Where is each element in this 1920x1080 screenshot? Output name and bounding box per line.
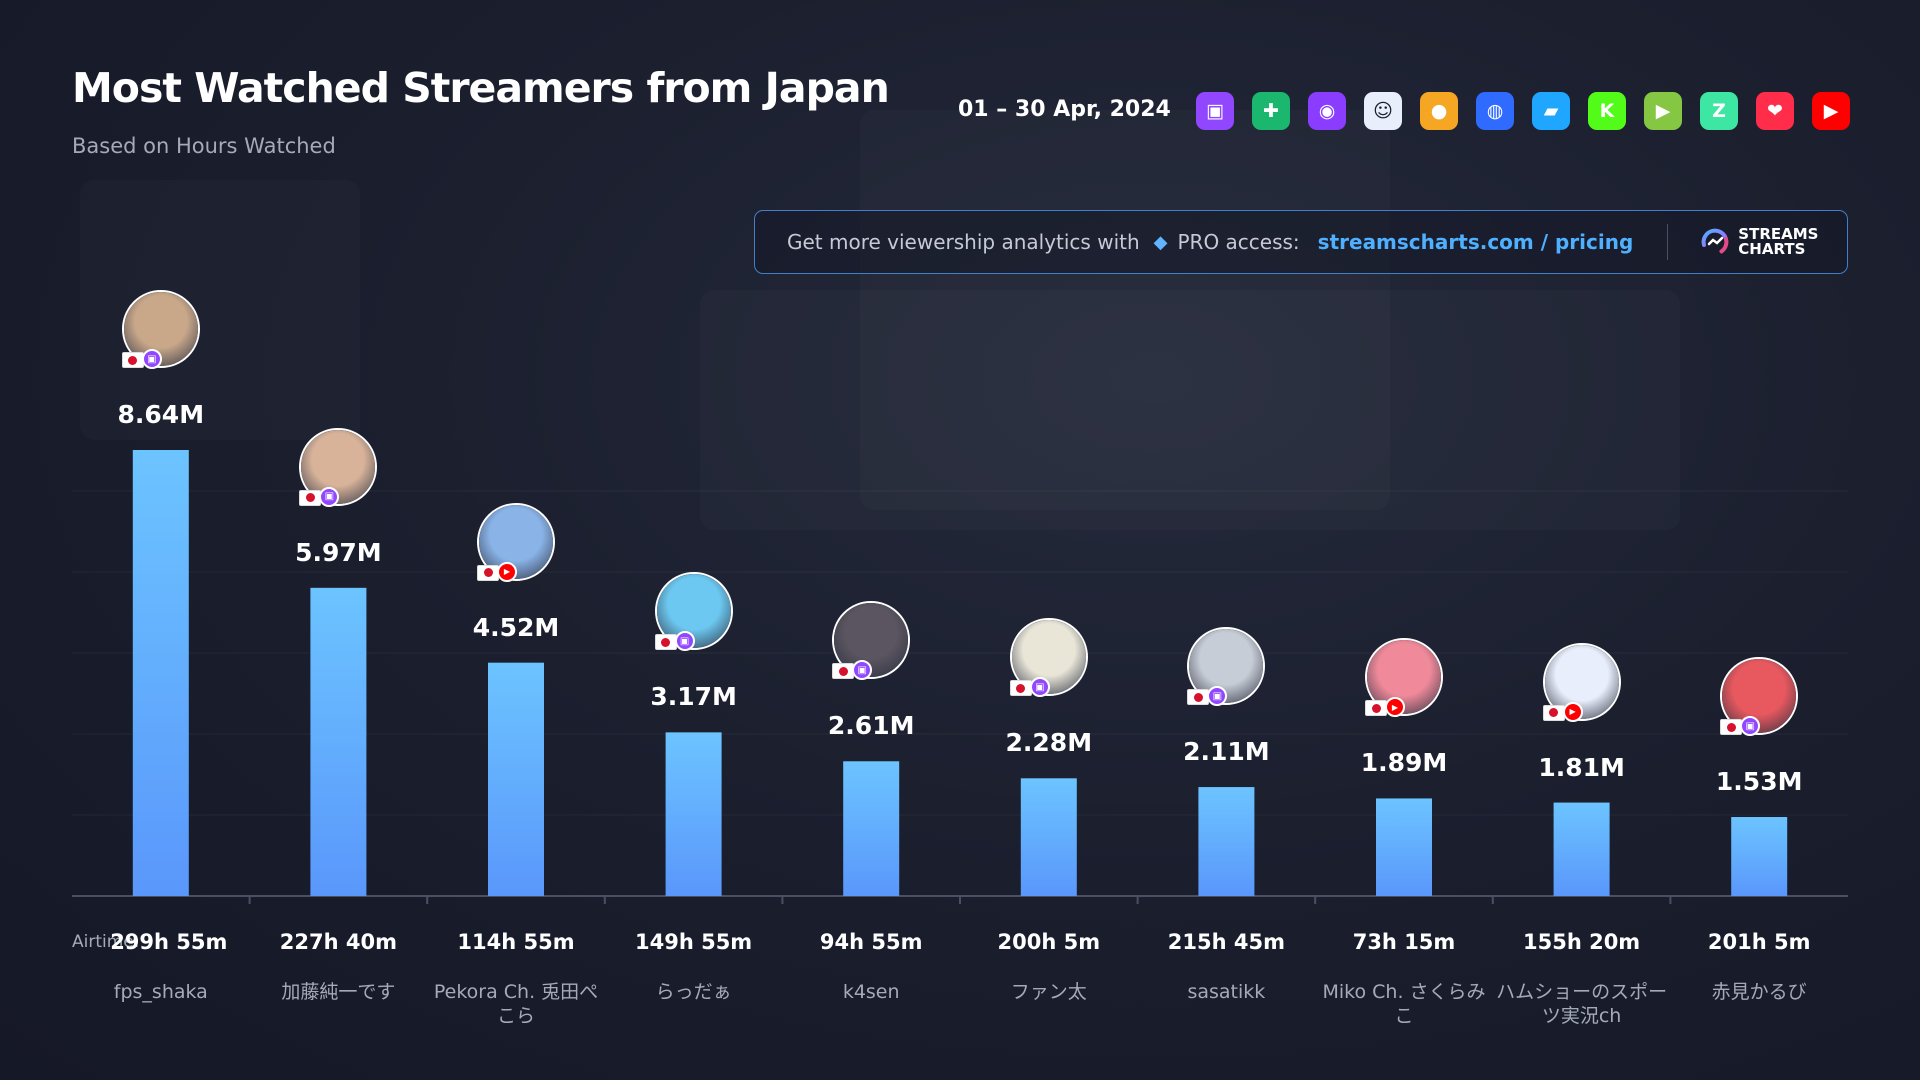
airtime-value: 114h 55m bbox=[457, 930, 575, 954]
streams-charts-logo[interactable]: STREAMS CHARTS bbox=[1700, 227, 1818, 257]
value-label: 2.28M bbox=[1005, 728, 1093, 758]
bar-2[interactable] bbox=[488, 662, 544, 896]
streamer-name[interactable]: Miko Ch. さくらみこ bbox=[1322, 981, 1486, 1027]
airtime-value: 73h 15m bbox=[1352, 930, 1456, 954]
pro-banner-text: Get more viewership analytics with bbox=[787, 230, 1140, 254]
chart-title: Most Watched Streamers from Japan bbox=[72, 64, 890, 112]
youtube-icon[interactable]: ▶ bbox=[1812, 92, 1850, 130]
platform-icons: ▣ ✚ ◉ ☺ ● ◍ ▰ K ▶ Z ❤ ▶ bbox=[1196, 92, 1850, 130]
japan-flag-icon bbox=[1009, 680, 1032, 697]
streamer-avatar[interactable]: ▣ bbox=[832, 601, 911, 681]
pro-access-label: PRO access: bbox=[1177, 230, 1300, 254]
bar-0[interactable] bbox=[132, 450, 189, 896]
streamer-name[interactable]: らっだぁ bbox=[655, 981, 732, 1003]
value-label: 1.53M bbox=[1715, 767, 1803, 797]
streamer-avatar[interactable]: ▶ bbox=[477, 502, 555, 582]
trovo-icon[interactable]: ✚ bbox=[1252, 92, 1290, 130]
value-label: 1.81M bbox=[1538, 752, 1625, 782]
value-label: 2.61M bbox=[827, 711, 915, 741]
streamer-name[interactable]: k4sen bbox=[842, 981, 900, 1003]
airtime-value: 149h 55m bbox=[634, 930, 753, 954]
value-label: 8.64M bbox=[117, 400, 205, 429]
streamer-name[interactable]: sasatikk bbox=[1187, 981, 1266, 1003]
japan-flag-icon bbox=[299, 489, 322, 506]
airtime-value: 215h 45m bbox=[1167, 930, 1285, 954]
bar-9[interactable] bbox=[1731, 817, 1788, 896]
airtime-value: 155h 20m bbox=[1522, 930, 1641, 954]
streamer-avatar[interactable]: ▣ bbox=[1009, 618, 1088, 698]
value-label: 4.52M bbox=[472, 612, 560, 642]
bar-7[interactable] bbox=[1376, 798, 1432, 896]
airtime-value: 200h 5m bbox=[997, 930, 1101, 954]
value-label: 5.97M bbox=[295, 537, 382, 567]
streamer-name[interactable]: Pekora Ch. 兎田ぺこら bbox=[433, 981, 599, 1027]
bar-4[interactable] bbox=[843, 761, 900, 896]
streamer-avatar[interactable]: ▶ bbox=[1542, 642, 1621, 722]
streamer-avatar[interactable]: ▶ bbox=[1365, 638, 1443, 718]
twitch-badge-icon: ▣ bbox=[1740, 716, 1761, 737]
streamer-name[interactable]: ハムショーのスポーツ実況ch bbox=[1496, 981, 1668, 1027]
twitch-badge-icon: ▣ bbox=[1207, 686, 1228, 707]
japan-flag-icon bbox=[121, 352, 144, 368]
diamond-icon: ◆ bbox=[1153, 231, 1168, 253]
streamer-name[interactable]: fps_shaka bbox=[113, 981, 208, 1003]
zcool-icon[interactable]: Z bbox=[1700, 92, 1738, 130]
value-label: 2.11M bbox=[1183, 737, 1270, 767]
pro-banner[interactable]: Get more viewership analytics with ◆ PRO… bbox=[754, 210, 1848, 274]
bar-5[interactable] bbox=[1020, 778, 1077, 896]
airtime-value: 201h 5m bbox=[1707, 930, 1811, 954]
twitch-badge-icon: ▣ bbox=[141, 349, 162, 369]
bar-8[interactable] bbox=[1553, 802, 1610, 896]
streamer-avatar[interactable]: ▣ bbox=[654, 572, 733, 652]
airtime-value: 227h 40m bbox=[279, 930, 397, 954]
banner-divider bbox=[1667, 224, 1669, 260]
japan-flag-icon bbox=[1542, 704, 1565, 721]
twitch-badge-icon: ▣ bbox=[852, 660, 873, 681]
brand-line-1: STREAMS bbox=[1738, 225, 1819, 243]
streamer-avatar[interactable]: ▣ bbox=[299, 427, 378, 507]
chart-subtitle: Based on Hours Watched bbox=[72, 134, 336, 158]
brand-line-2: CHARTS bbox=[1738, 240, 1806, 258]
youtube-badge-icon: ▶ bbox=[1562, 701, 1583, 722]
bigo-icon[interactable]: ◍ bbox=[1476, 92, 1514, 130]
airtime-value: 299h 55m bbox=[110, 930, 228, 954]
streams-charts-logo-icon bbox=[1701, 228, 1729, 256]
japan-flag-icon bbox=[654, 634, 677, 651]
booyah-icon[interactable]: ● bbox=[1420, 92, 1458, 130]
twitch-badge-icon: ▣ bbox=[319, 486, 340, 507]
openrec-icon[interactable]: ▰ bbox=[1532, 92, 1570, 130]
value-label: 3.17M bbox=[650, 682, 737, 712]
twitch-badge-icon: ▣ bbox=[1029, 677, 1050, 698]
japan-flag-icon bbox=[1720, 719, 1743, 736]
bar-1[interactable] bbox=[310, 587, 367, 896]
japan-flag-icon bbox=[1187, 689, 1210, 706]
youtube-badge-icon: ▶ bbox=[1385, 697, 1405, 718]
streamer-name[interactable]: 加藤純一です bbox=[281, 981, 396, 1003]
japan-flag-icon bbox=[1365, 700, 1387, 717]
bar-3[interactable] bbox=[665, 732, 722, 896]
streamer-avatar[interactable]: ▣ bbox=[1720, 657, 1799, 737]
airtime-value: 94h 55m bbox=[819, 930, 923, 954]
bar-6[interactable] bbox=[1198, 787, 1255, 896]
youtube-badge-icon: ▶ bbox=[497, 561, 517, 582]
streamer-name[interactable]: 赤見かるび bbox=[1711, 981, 1807, 1003]
rumble-icon[interactable]: ▶ bbox=[1644, 92, 1682, 130]
twitch-badge-icon: ▣ bbox=[674, 631, 695, 652]
value-label: 1.89M bbox=[1360, 748, 1448, 778]
streamer-avatar[interactable]: ▣ bbox=[121, 290, 200, 369]
japan-flag-icon bbox=[832, 663, 855, 680]
afreecatv-icon[interactable]: ☺ bbox=[1364, 92, 1402, 130]
kick-icon[interactable]: K bbox=[1588, 92, 1626, 130]
nimo-icon[interactable]: ◉ bbox=[1308, 92, 1346, 130]
pricing-link[interactable]: streamscharts.com / pricing bbox=[1317, 230, 1634, 254]
twitch-icon[interactable]: ▣ bbox=[1196, 92, 1234, 130]
japan-flag-icon bbox=[477, 564, 499, 581]
streamer-avatar[interactable]: ▣ bbox=[1187, 627, 1266, 707]
streamer-name[interactable]: ファン太 bbox=[1010, 981, 1087, 1003]
date-range: 01 – 30 Apr, 2024 bbox=[958, 97, 1171, 122]
heart-platform-icon[interactable]: ❤ bbox=[1756, 92, 1794, 130]
airtime-label: Airtime: bbox=[72, 932, 140, 952]
